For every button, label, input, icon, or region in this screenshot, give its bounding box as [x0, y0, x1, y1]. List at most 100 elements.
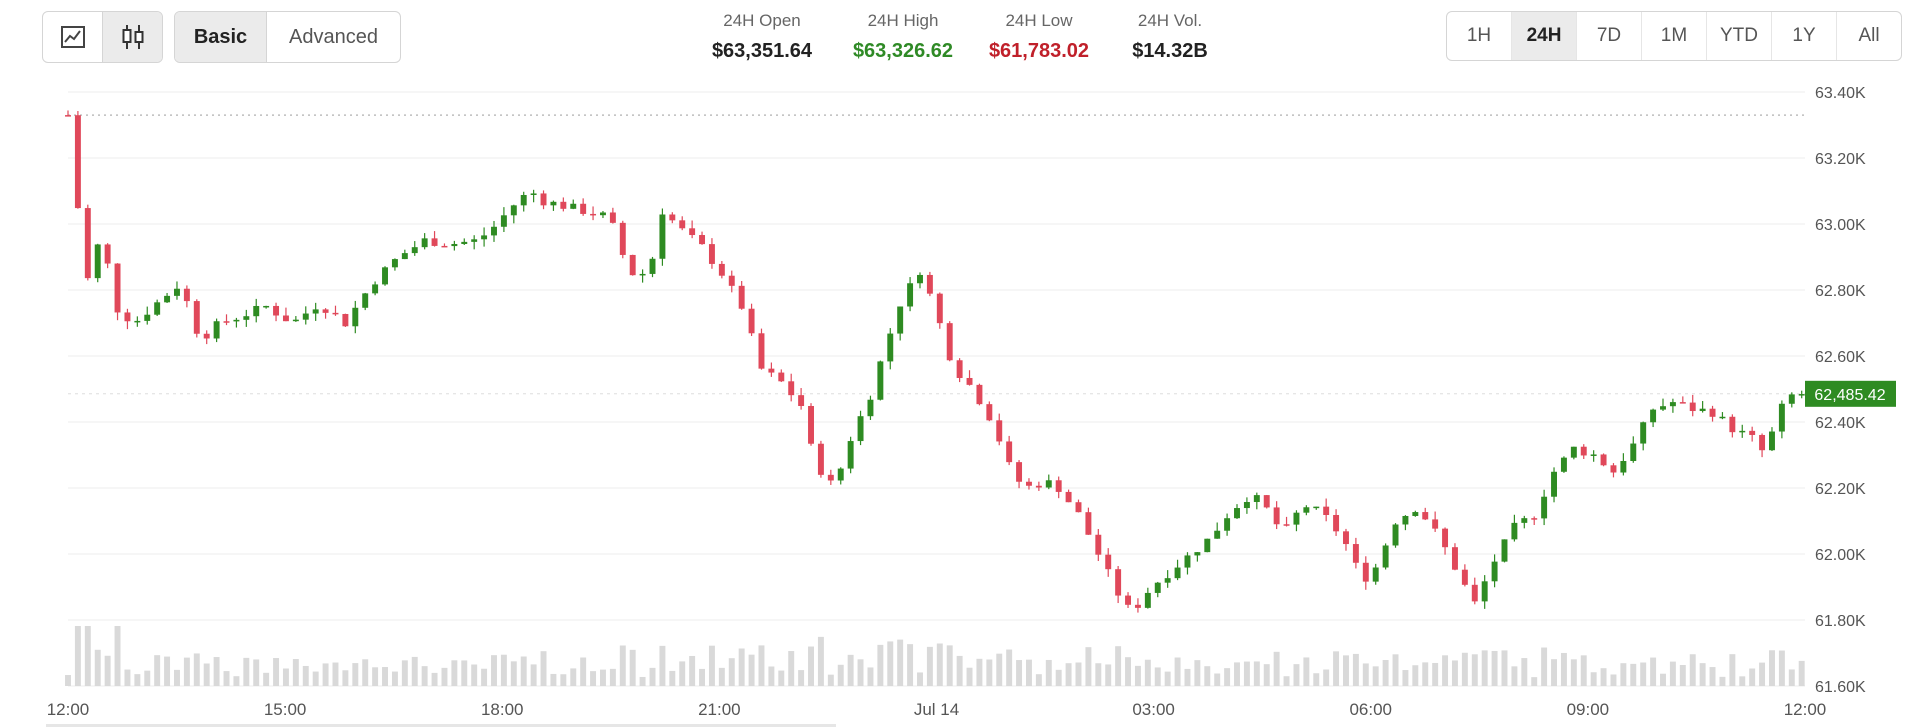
stat-volume: 24H Vol. $14.32B [1118, 10, 1222, 66]
volume-bar [1174, 657, 1181, 686]
line-chart-icon [60, 26, 85, 48]
range-24h-button[interactable]: 24H [1511, 12, 1576, 60]
candle-body [847, 441, 854, 469]
candle-body [738, 285, 745, 309]
range-label: 24H [1526, 25, 1562, 46]
volume-bar [1283, 676, 1290, 686]
volume-bar [1600, 668, 1607, 686]
candle-body [1402, 515, 1409, 525]
range-label: 1M [1660, 25, 1688, 46]
volume-bar [599, 669, 606, 686]
candle-body [1788, 394, 1795, 404]
volume-bar [1065, 663, 1072, 686]
volume-bar [1234, 662, 1240, 686]
volume-bar [1471, 654, 1478, 686]
range-1h-button[interactable]: 1H [1447, 12, 1511, 60]
volume-bar [1560, 652, 1567, 686]
y-tick-label: 63.00K [1815, 217, 1866, 234]
candle-body [104, 244, 111, 264]
candle-body [956, 360, 963, 378]
candle-body [1521, 518, 1528, 523]
range-1m-button[interactable]: 1M [1641, 12, 1706, 60]
volume-bar [114, 626, 121, 686]
volume-bar [134, 674, 141, 686]
candle-body [768, 368, 775, 373]
volume-bar [1709, 667, 1716, 686]
candle-body [748, 308, 755, 334]
candle-body [1154, 582, 1161, 593]
x-tick-label: 18:00 [481, 700, 524, 719]
y-tick-label: 62.20K [1815, 481, 1866, 498]
price-chart[interactable]: 63.40K 63.20K 63.00K 62.80K 62.60K 62.40K 62.2… [0, 80, 1920, 720]
volume-bar [292, 659, 299, 686]
volume-bar [1323, 669, 1330, 686]
advanced-mode-button[interactable]: Advanced [266, 12, 400, 62]
candle-body [322, 309, 329, 313]
candle-body [1352, 544, 1359, 563]
candlestick-chart-button[interactable] [102, 12, 162, 62]
volume-bar [1729, 654, 1736, 686]
candle-body [253, 305, 260, 317]
candle-body [1570, 446, 1577, 458]
candle-body [1283, 524, 1290, 526]
volume-bar [867, 667, 874, 686]
basic-mode-button[interactable]: Basic [175, 12, 266, 62]
volume-bar [619, 645, 626, 686]
candle-body [1343, 531, 1349, 545]
volume-bar [1660, 673, 1666, 686]
candle-body [550, 201, 557, 206]
volume-bar [966, 667, 973, 686]
candle-body [421, 238, 428, 248]
range-all-button[interactable]: All [1836, 12, 1901, 60]
candle-body [837, 468, 844, 481]
volume-bar [421, 666, 428, 686]
volume-bar [1719, 676, 1726, 686]
chart-type-toggle [42, 11, 163, 63]
candle-body [1640, 422, 1647, 444]
volume-bar [1590, 672, 1597, 686]
line-chart-button[interactable] [43, 12, 102, 62]
candle-body [1006, 441, 1013, 463]
range-1y-button[interactable]: 1Y [1771, 12, 1836, 60]
volume-bar [174, 669, 180, 686]
candle-body [1303, 507, 1310, 513]
volume-bar [322, 663, 329, 686]
volume-bar [1798, 660, 1805, 686]
volume-bar [936, 643, 943, 686]
candle-body [1313, 506, 1320, 509]
y-tick-label: 62.40K [1815, 415, 1866, 432]
volume-bar [877, 644, 884, 686]
range-ytd-button[interactable]: YTD [1706, 12, 1771, 60]
candlestick-icon [122, 25, 143, 49]
view-mode-toggle: Basic Advanced [174, 11, 401, 63]
range-7d-button[interactable]: 7D [1576, 12, 1641, 60]
candle-body [946, 323, 953, 361]
candle-body [213, 321, 220, 339]
candle-body [1184, 555, 1191, 568]
chart-scrollbar[interactable] [46, 724, 836, 727]
candle-body [1293, 512, 1300, 525]
stat-value: $61,783.02 [988, 40, 1090, 62]
candle-body [718, 263, 725, 276]
candle-body [282, 315, 289, 322]
stat-label: 24H Low [1005, 11, 1073, 30]
candle-body [193, 301, 200, 334]
candle-body [936, 293, 943, 324]
volume-bar [1263, 664, 1270, 686]
volume-bar [1620, 663, 1627, 686]
range-label: 1H [1466, 25, 1492, 46]
volume-bar [1343, 655, 1349, 686]
volume-bar [1362, 663, 1369, 686]
y-tick-label: 62.60K [1815, 349, 1866, 366]
candle-body [1125, 595, 1132, 605]
candle-body [877, 361, 884, 400]
volume-bar [431, 672, 438, 686]
stat-value: $63,326.62 [852, 40, 954, 62]
x-tick-label: Jul 14 [914, 700, 959, 719]
candle-body [1481, 581, 1488, 602]
volume-bar [94, 649, 101, 686]
volume-bar [382, 667, 388, 686]
volume-bar [1432, 662, 1439, 686]
candle-body [391, 259, 398, 268]
stat-low: 24H Low $61,783.02 [982, 10, 1096, 66]
